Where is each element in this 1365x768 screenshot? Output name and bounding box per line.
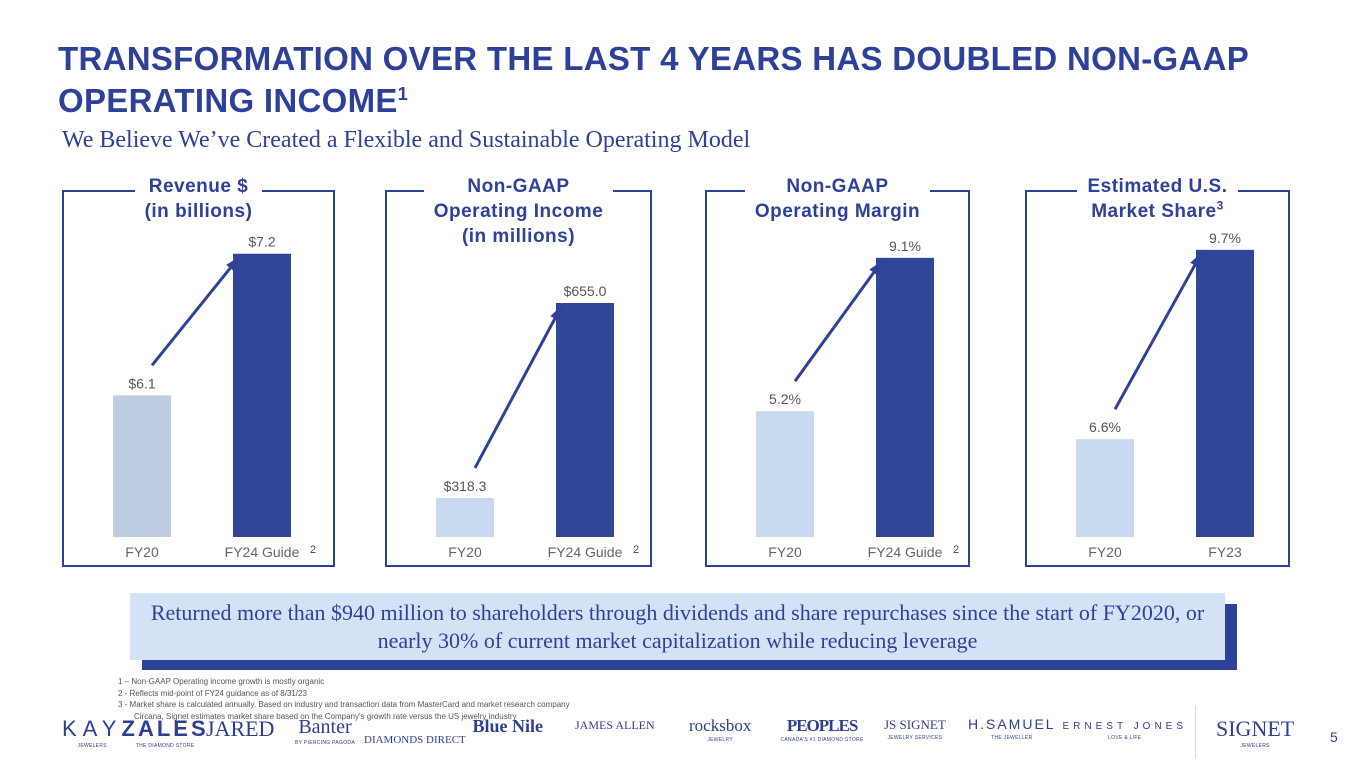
bar-fy20 xyxy=(1076,439,1134,537)
chart-title: Non-GAAP Operating Income (in millions) xyxy=(423,174,614,249)
data-label: 9.1% xyxy=(889,238,921,254)
chart-panel-1: Revenue $ (in billions) $6.1 FY20 $7.2 FY24 G… xyxy=(62,174,335,567)
category-label: FY24 Guide xyxy=(548,544,623,560)
logo-name: rocksbox xyxy=(689,716,752,735)
footnotes: 1 – Non-GAAP Operating income growth is … xyxy=(118,676,570,722)
logo-tagline: LOVE & LIFE xyxy=(1108,735,1142,741)
bar-fy24-guide xyxy=(876,257,934,537)
logo-ernest-jones: ERNEST JONES LOVE & LIFE xyxy=(1063,716,1188,741)
logo-signet: SIGNET JEWELERS xyxy=(1216,716,1294,749)
data-label: 5.2% xyxy=(769,391,801,407)
bar-fy24-guide xyxy=(556,302,614,537)
page-title: TRANSFORMATION OVER THE LAST 4 YEARS HAS… xyxy=(58,38,1308,122)
logo-name: DIAMONDS DIRECT xyxy=(364,734,466,746)
bar-chart: 6.6% FY20 9.7% FY23 xyxy=(1076,230,1254,560)
logo-tagline: JEWELERS xyxy=(1240,743,1270,749)
logo-tagline: THE DIAMOND STORE xyxy=(135,743,195,749)
category-label: FY20 xyxy=(125,544,159,560)
bar-fy20 xyxy=(756,411,814,537)
bar-chart: 5.2% FY20 9.1% FY24 Guide 2 xyxy=(756,238,959,560)
growth-arrow xyxy=(793,262,882,383)
bar-chart: $318.3 FY20 $655.0 FY24 Guide 2 xyxy=(436,283,639,560)
divider xyxy=(1195,706,1196,758)
logo-name: JS SIGNET xyxy=(884,717,946,732)
data-label: $6.1 xyxy=(128,375,155,391)
bar-fy20 xyxy=(436,497,494,537)
logo-name: JAMES ALLEN xyxy=(575,718,655,732)
logo-tagline: JEWELRY SERVICES xyxy=(887,735,943,741)
logo-tagline: JEWELERS xyxy=(77,743,107,749)
logo-name: SIGNET xyxy=(1216,716,1295,741)
data-label: 6.6% xyxy=(1089,419,1121,435)
chart-title: Estimated U.S. Market Share3 xyxy=(1077,174,1238,224)
category-label: FY20 xyxy=(768,544,802,560)
logo-name: Blue Nile xyxy=(472,716,544,736)
category-label: FY20 xyxy=(448,544,482,560)
logo-name: JARED xyxy=(206,716,275,741)
data-label: $655.0 xyxy=(564,283,607,299)
category-footnote: 2 xyxy=(310,544,316,556)
growth-arrow xyxy=(473,308,562,469)
category-label: FY24 Guide xyxy=(225,544,300,560)
logo-h-samuel: H.SAMUEL THE JEWELLER xyxy=(968,716,1056,741)
subtitle: We Believe We’ve Created a Flexible and … xyxy=(62,127,751,153)
logo-tagline: THE JEWELLER xyxy=(991,735,1033,741)
logo-name: H.SAMUEL xyxy=(968,716,1056,732)
logo-jared: JARED xyxy=(206,716,274,742)
chart-title: Revenue $ (in billions) xyxy=(134,174,263,224)
arrow-head-icon xyxy=(1190,252,1202,268)
chart-panel-4: Estimated U.S. Market Share3 6.6% FY20 9.7% F… xyxy=(1025,174,1290,567)
growth-arrow xyxy=(150,258,239,367)
title-text: TRANSFORMATION OVER THE LAST 4 YEARS HAS… xyxy=(58,40,1249,119)
bar-fy23 xyxy=(1196,249,1254,537)
logo-peoples: PEOPLES CANADA'S #1 DIAMOND STORE xyxy=(781,716,864,743)
footnote-1: 1 – Non-GAAP Operating income growth is … xyxy=(118,677,325,686)
chart-title: Non-GAAP Operating Margin xyxy=(744,174,931,224)
logo-banter: Banter BY PIERCING PAGODA xyxy=(295,716,355,746)
logo-diamonds-direct: DIAMONDS DIRECT xyxy=(364,730,466,748)
data-label: 9.7% xyxy=(1209,230,1241,246)
logo-kay: KAY JEWELERS xyxy=(62,716,122,749)
category-label: FY24 Guide xyxy=(868,544,943,560)
footnote-3-cont: Circana, Signet estimates market share b… xyxy=(134,711,517,721)
logo-tagline: JEWELRY xyxy=(707,737,733,743)
chart-panel-2: Non-GAAP Operating Income (in millions) $31… xyxy=(385,174,652,567)
logo-name: KAY xyxy=(62,716,123,741)
category-label: FY23 xyxy=(1208,544,1242,560)
shareholder-return-banner: Returned more than $940 million to share… xyxy=(130,593,1225,660)
logo-name: Banter xyxy=(298,716,352,738)
page-number: 5 xyxy=(1330,729,1338,745)
category-footnote: 2 xyxy=(633,544,639,556)
bar-chart: $6.1 FY20 $7.2 FY24 Guide 2 xyxy=(113,234,316,560)
logo-tagline: BY PIERCING PAGODA xyxy=(295,740,355,746)
category-label: FY20 xyxy=(1088,544,1122,560)
growth-arrow xyxy=(1113,255,1202,410)
title-footnote: 1 xyxy=(397,84,409,104)
bar-fy20 xyxy=(113,395,171,537)
logo-rocksbox: rocksbox JEWELRY xyxy=(689,716,751,743)
chart-panel-3: Non-GAAP Operating Margin 5.2% FY20 9.1% FY24… xyxy=(705,174,970,567)
logo-name: ZALES xyxy=(121,716,209,741)
logo-james-allen: JAMES ALLEN xyxy=(575,716,655,734)
bar-fy24-guide xyxy=(233,253,291,537)
logo-tagline: CANADA'S #1 DIAMOND STORE xyxy=(780,737,864,743)
brand-logos: KAY JEWELERS ZALES THE DIAMOND STORE JARED Ba… xyxy=(0,708,1365,768)
logo-blue-nile: Blue Nile xyxy=(473,716,544,737)
footnote-3: 3 - Market share is calculated annually.… xyxy=(118,700,570,709)
category-footnote: 2 xyxy=(953,544,959,556)
arrow-head-icon xyxy=(869,260,883,276)
footnote-2: 2 - Reflects mid-point of FY24 guidance … xyxy=(118,688,307,698)
arrow-head-icon xyxy=(550,305,562,321)
logo-name: ERNEST JONES xyxy=(1062,721,1187,732)
logo-js-signet: JS SIGNET JEWELRY SERVICES xyxy=(884,716,946,741)
logo-name: PEOPLES xyxy=(786,716,858,735)
data-label: $318.3 xyxy=(444,478,487,494)
logo-zales: ZALES THE DIAMOND STORE xyxy=(122,716,209,749)
data-label: $7.2 xyxy=(248,234,275,250)
arrow-head-icon xyxy=(226,256,240,272)
